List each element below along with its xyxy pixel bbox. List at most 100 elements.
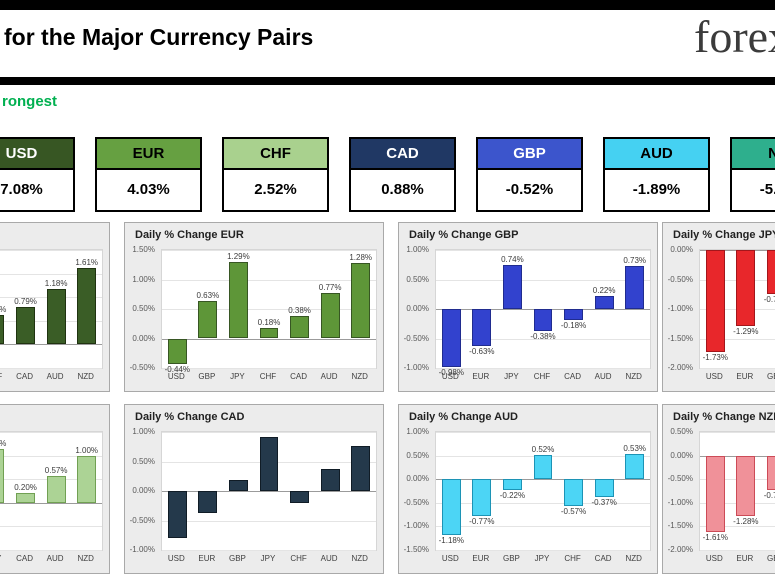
bar-aud [320, 469, 340, 491]
y-tick-label: 0.50% [406, 274, 429, 284]
data-label: -0.38% [530, 332, 556, 342]
data-label: 0.79% [14, 297, 37, 307]
bar-eur [198, 491, 218, 514]
bar-eur [736, 250, 756, 327]
x-tick-label: CAD [16, 554, 33, 563]
bar-jpy [533, 454, 553, 480]
data-label: 0.57% [44, 465, 68, 475]
x-axis-labels: USDEURGBPCHFCADAUDNZD [699, 372, 775, 386]
x-tick-label: USD [441, 554, 459, 563]
data-label: -1.29% [733, 327, 759, 337]
data-label: 0.22% [592, 286, 616, 296]
y-tick-label: 1.00% [132, 274, 155, 284]
x-tick-label: AUD [320, 554, 338, 563]
y-axis-labels: 1.00% 0.50% 0.00% -0.50% -1.00% [125, 427, 158, 554]
y-tick-label: 0.50% [132, 304, 155, 313]
chart-plot-area [161, 431, 377, 551]
x-tick-label: GBP [228, 554, 246, 563]
x-tick-label: CAD [290, 372, 307, 381]
x-tick-label: EUR [198, 554, 216, 563]
chart-panel-usd: Daily % Change USD 2.00%1.50%1.00%0.50%0… [0, 222, 110, 392]
y-tick-label: -0.50% [129, 515, 155, 525]
chart-plot-area: -0.98% -0.63% 0.74% -0.38% -0.18% 0.22% 0.73% [435, 249, 651, 377]
gridline [0, 455, 102, 457]
y-tick-label: -1.00% [129, 545, 155, 554]
chart-panel-aud: Daily % Change AUD 1.00% 0.50% 0.00% -0.50%… [398, 404, 658, 574]
x-tick-label: NZD [625, 554, 642, 563]
y-tick-label: -0.50% [667, 274, 693, 284]
bar-eur [472, 309, 492, 347]
gridline [436, 479, 650, 481]
data-label: -0.22% [499, 490, 526, 500]
chart-panel-gbp: Daily % Change GBP 1.00% 0.50% 0.00% -0.50%… [398, 222, 658, 392]
y-tick-label: 0.50% [406, 450, 429, 460]
x-tick-label: CHF [533, 372, 551, 381]
data-label: -1.18% [438, 535, 464, 545]
bar-cad [594, 479, 614, 497]
y-tick-label: -1.50% [667, 333, 693, 343]
x-tick-label: EUR [736, 554, 754, 563]
x-tick-label: USD [441, 372, 459, 381]
data-label: -0.98% [438, 367, 464, 377]
currency-strength-row: USD 7.08% EUR 4.03% CHF 2.52% CAD 0.88% … [0, 137, 775, 212]
gridline [0, 550, 102, 551]
y-axis-labels: 0.00% -0.50% -1.00% -1.50% -2.00% [663, 245, 696, 372]
data-label: -0.44% [164, 365, 190, 375]
y-tick-label: 0.00% [132, 486, 155, 495]
y-tick-label: -1.00% [403, 521, 429, 531]
chart-title: Daily % Change AUD [409, 411, 519, 423]
x-tick-label: EUR [472, 554, 490, 563]
bar-aud [46, 288, 66, 345]
bar-aud [46, 475, 66, 503]
gridline [162, 309, 376, 310]
bar-nzd [625, 265, 645, 309]
x-tick-label: EUR [736, 372, 754, 381]
data-label: -0.73% [763, 491, 775, 501]
bar-usd [441, 479, 461, 535]
bar-chf [533, 309, 553, 332]
x-tick-label: CAD [564, 372, 581, 381]
currency-strength-value: -1.89% [632, 181, 681, 198]
data-label: 0.74% [501, 255, 524, 265]
x-tick-label: NZD [351, 554, 368, 563]
chart-panel-eur: Daily % Change EUR 1.50% 1.00% 0.50% 0.00% -… [124, 222, 384, 392]
bar-gbp [198, 301, 218, 339]
gridline [700, 338, 775, 340]
y-tick-label: 1.00% [406, 427, 429, 436]
data-label: 0.38% [288, 306, 311, 316]
y-tick-label: -2.00% [667, 545, 693, 554]
bar-usd [167, 491, 187, 538]
y-tick-label: 0.00% [670, 245, 693, 254]
bar-chf [0, 315, 5, 345]
bar-nzd [77, 455, 97, 503]
data-label: 1.18% [44, 278, 68, 288]
data-label: -0.18% [560, 320, 587, 330]
data-label: -0.37% [591, 497, 617, 507]
chart-panel-cad: Daily % Change CAD 1.00% 0.50% 0.00% -0.50%… [124, 404, 384, 574]
data-label: -0.74% [763, 294, 775, 304]
x-axis-labels: USD GBP JPY CHF CAD AUD NZD [161, 372, 377, 386]
bar-chf [290, 491, 310, 503]
bar-eur [472, 479, 492, 516]
bar-jpy [0, 448, 5, 503]
data-label: 0.63% [196, 291, 220, 301]
y-tick-label: 0.00% [406, 304, 429, 313]
page-title: for the Major Currency Pairs [4, 24, 314, 50]
y-tick-label: -1.00% [667, 304, 693, 313]
currency-code: EUR [97, 139, 200, 170]
gridline [162, 520, 376, 522]
y-tick-label: -0.50% [403, 497, 429, 507]
data-label: 1.29% [227, 252, 250, 262]
currency-strength-value: 0.88% [381, 181, 424, 198]
x-tick-label: JPY [260, 554, 276, 563]
x-tick-label: NZD [351, 372, 368, 381]
chart-title: Daily % Change NZD [673, 411, 775, 423]
y-axis-labels: 1.00% 0.50% 0.00% -0.50% -1.00% [399, 245, 432, 372]
chart-plot-area: 1.15% 0.20% 0.57% 1.00% [0, 431, 103, 551]
y-tick-label: -2.00% [667, 363, 693, 372]
x-axis-labels: USDEURGBPJPYCADAUDNZD [0, 554, 103, 568]
gridline [0, 273, 102, 275]
data-label: -1.61% [702, 532, 728, 542]
x-tick-label: GBP [766, 554, 775, 563]
